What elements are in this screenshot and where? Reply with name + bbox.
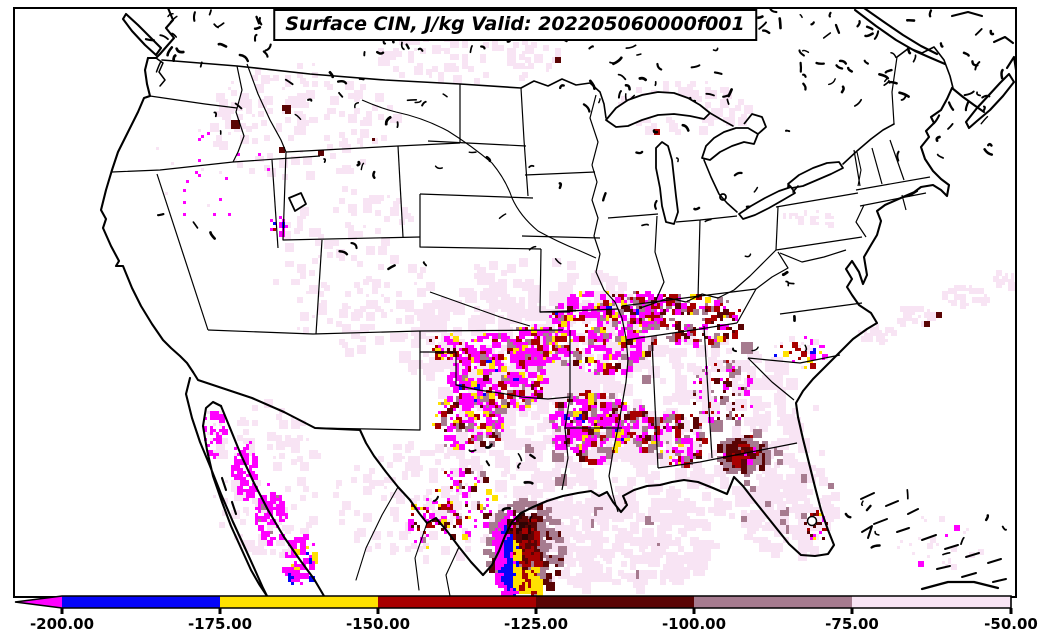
- lake-st-clair: [719, 193, 727, 201]
- puget-sound: [155, 57, 166, 87]
- colorbar-tick-label: -100.00: [662, 615, 726, 633]
- prince-edward-island: [992, 35, 1015, 45]
- cin-field-layer: [156, 27, 1016, 597]
- coastlines-borders: [99, 8, 1016, 597]
- colorbar-segment-4: [694, 596, 852, 608]
- colorbar-tick-label: -150.00: [346, 615, 410, 633]
- georgian-bay: [743, 113, 767, 135]
- anticosti-island: [950, 10, 984, 18]
- bay-of-fundy-shore: [950, 86, 986, 114]
- arkansas-river: [429, 291, 531, 327]
- great-lakes: [288, 91, 844, 527]
- colorbar-tick-label: -75.00: [825, 615, 879, 633]
- bahamas-islands: [860, 492, 1007, 583]
- colorbar-tick-labels: -200.00 -175.00 -150.00 -125.00 -100.00 …: [30, 615, 1038, 633]
- cuba-coast: [920, 580, 1000, 591]
- colorbar-segment-3: [536, 596, 694, 608]
- colorbar-outline: [14, 595, 1012, 609]
- gulf-atlantic-coast: [481, 86, 954, 577]
- colorbar-underflow-arrow: [15, 596, 62, 608]
- colorbar-tick-label: -50.00: [984, 615, 1038, 633]
- colorbar-tick-label: -175.00: [188, 615, 252, 633]
- bc-coast: [146, 8, 176, 60]
- colorbar-tick-label: -200.00: [30, 615, 94, 633]
- baja-california-coast: [184, 376, 269, 597]
- lake-huron: [701, 127, 759, 161]
- us-mexico-border: [191, 370, 485, 577]
- mississippi-river: [591, 164, 629, 513]
- us-canada-border: [161, 59, 607, 119]
- colorbar-segment-0: [62, 596, 220, 608]
- pacific-coast: [99, 56, 195, 374]
- colorbar-ticks: [60, 608, 1013, 614]
- rivers: [361, 99, 862, 327]
- missouri-river: [361, 99, 597, 259]
- lake-erie: [738, 186, 796, 220]
- lake-okeechobee: [806, 515, 818, 527]
- colorbar-segment-2: [378, 596, 536, 608]
- colorbar-segment-1: [220, 596, 378, 608]
- maine-canada-border: [896, 46, 954, 89]
- state-borders: [111, 56, 931, 513]
- lake-michigan: [655, 141, 679, 225]
- mexico-mainland-coast: [219, 404, 326, 597]
- colorbar-tick-label: -125.00: [504, 615, 568, 633]
- lake-ontario: [787, 161, 844, 189]
- colorbar: -200.00 -175.00 -150.00 -125.00 -100.00 …: [14, 595, 1038, 633]
- nova-scotia: [964, 72, 1016, 130]
- map-title-box: Surface CIN, J/kg Valid: 202205060000f00…: [273, 9, 757, 41]
- st-lawrence-river: [853, 8, 947, 66]
- map-title: Surface CIN, J/kg Valid: 202205060000f00…: [285, 13, 745, 35]
- great-salt-lake: [288, 192, 307, 212]
- vancouver-island: [121, 12, 163, 57]
- mexico-state-lines: [355, 486, 460, 597]
- lake-champlain: [856, 151, 862, 187]
- colorbar-segment-5: [852, 596, 1011, 608]
